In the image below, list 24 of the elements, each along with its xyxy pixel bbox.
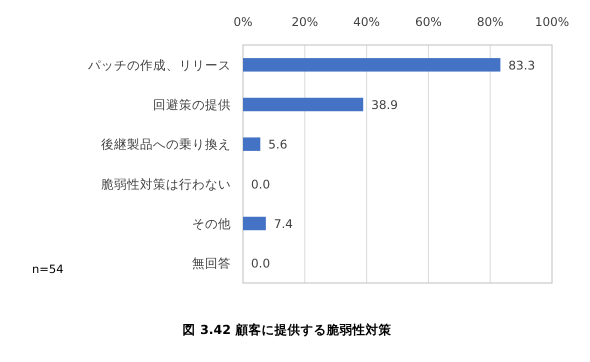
- y-tick-label: 無回答: [192, 256, 231, 271]
- text: 図 3.42 顧客に提供する脆弱性対策: [182, 322, 392, 337]
- data-label: 0.0: [251, 177, 270, 192]
- data-label: 38.9: [371, 98, 398, 112]
- y-tick-label: 脆弱性対策は行わない: [101, 176, 231, 192]
- data-label: 0.0: [251, 256, 270, 271]
- y-tick-label: 後継製品への乗り換え: [101, 136, 231, 152]
- x-tick-label: 100%: [534, 15, 570, 29]
- y-tick-label: その他: [192, 216, 231, 231]
- data-label: 7.4: [274, 217, 293, 231]
- x-tick-label: 80%: [476, 15, 504, 29]
- bar: [243, 216, 266, 230]
- bar: [243, 98, 364, 112]
- bar: [243, 58, 500, 72]
- x-tick-label: 60%: [415, 15, 442, 29]
- data-label: 5.6: [268, 138, 288, 152]
- x-tick-label: 40%: [353, 15, 380, 29]
- text: n=54: [32, 262, 64, 276]
- data-label: 83.3: [508, 58, 536, 72]
- x-tick-label: 20%: [291, 15, 318, 29]
- y-tick-label: パッチの作成、リリース: [87, 57, 231, 72]
- y-tick-label: 回避策の提供: [153, 97, 231, 112]
- bar: [243, 137, 260, 151]
- x-tick-label: 0%: [233, 15, 253, 29]
